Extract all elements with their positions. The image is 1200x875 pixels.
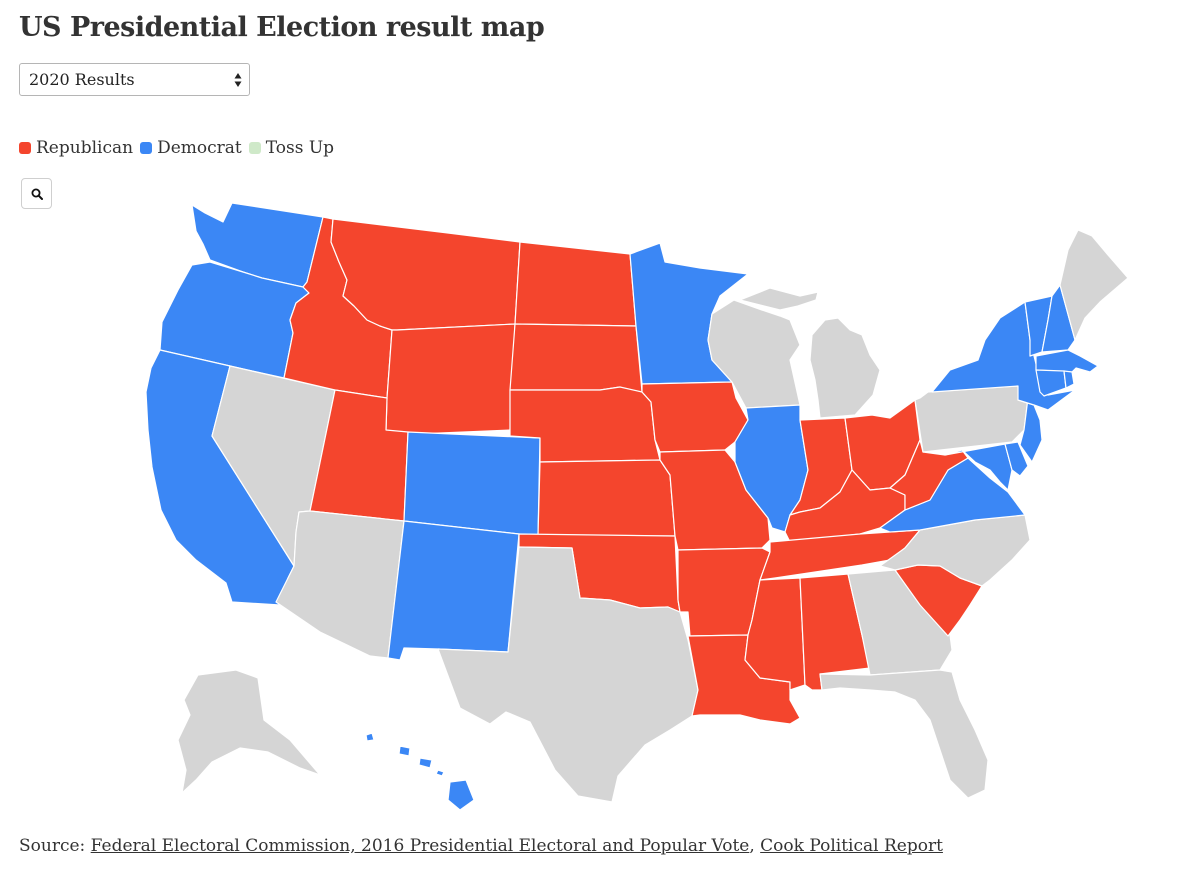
page-title: US Presidential Election result map [19, 12, 545, 43]
zoom-button[interactable] [21, 178, 52, 209]
state-TX[interactable] [437, 546, 699, 803]
chevron-updown-icon [234, 73, 242, 87]
legend-swatch-democrat [140, 142, 153, 154]
state-FL[interactable] [819, 669, 989, 799]
state-MI[interactable] [739, 287, 881, 419]
legend-item-republican[interactable]: Republican [19, 138, 133, 158]
source-link-fec[interactable]: Federal Electoral Commission, 2016 Presi… [90, 836, 750, 856]
state-AK[interactable] [177, 669, 321, 794]
state-WI[interactable] [707, 299, 801, 409]
source-link-cook[interactable]: Cook Political Report [760, 836, 943, 856]
state-WY[interactable] [385, 323, 516, 436]
year-select-value: 2020 Results [29, 70, 135, 89]
legend: Republican Democrat Toss Up [19, 138, 341, 158]
state-RI[interactable] [1063, 370, 1075, 389]
source-prefix: Source: [19, 836, 91, 856]
state-CO[interactable] [403, 431, 541, 537]
state-PA[interactable] [914, 385, 1029, 453]
state-KS[interactable] [537, 459, 676, 537]
state-NJ[interactable] [1017, 397, 1043, 463]
state-SD[interactable] [509, 323, 643, 395]
state-MO[interactable] [659, 449, 771, 551]
state-HI[interactable] [365, 732, 475, 811]
legend-item-democrat[interactable]: Democrat [140, 138, 242, 158]
state-DE[interactable] [1004, 441, 1029, 477]
search-icon [31, 188, 43, 200]
us-map [145, 202, 1129, 811]
legend-label-toss-up: Toss Up [265, 138, 335, 158]
legend-label-republican: Republican [36, 138, 134, 158]
legend-label-democrat: Democrat [157, 138, 242, 158]
year-select[interactable]: 2020 Results [19, 63, 250, 96]
state-CT[interactable] [1035, 369, 1067, 397]
state-ME[interactable] [1059, 229, 1129, 341]
state-MA[interactable] [1035, 349, 1099, 373]
state-IA[interactable] [641, 381, 749, 453]
source-separator: , [749, 836, 761, 856]
legend-item-toss-up[interactable]: Toss Up [248, 138, 335, 158]
legend-swatch-republican [19, 142, 31, 154]
state-NM[interactable] [387, 520, 520, 661]
legend-swatch-toss-up [248, 142, 261, 154]
source-note: Source: Federal Electoral Commission, 20… [19, 836, 943, 856]
state-ND[interactable] [514, 241, 637, 327]
